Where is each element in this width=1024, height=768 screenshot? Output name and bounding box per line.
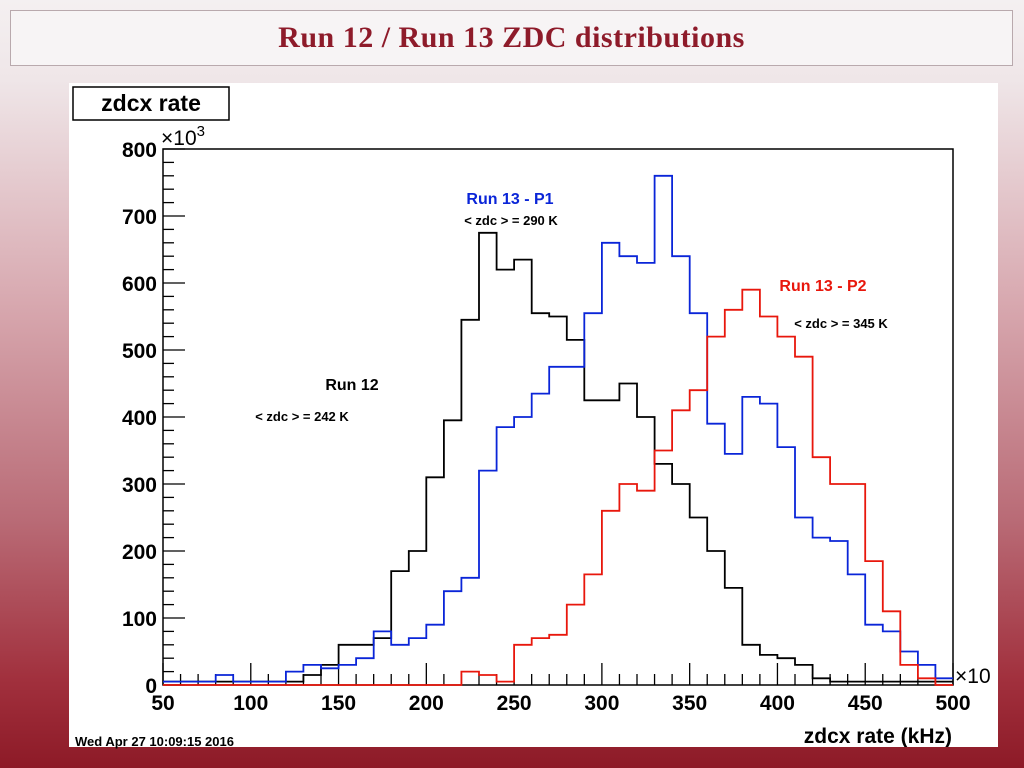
chart-title: zdcx rate bbox=[101, 90, 201, 116]
run13-p1-histogram-line bbox=[163, 174, 953, 683]
y-tick-label: 400 bbox=[122, 407, 157, 430]
slide-title-bar: Run 12 / Run 13 ZDC distributions bbox=[10, 10, 1013, 66]
slide-title: Run 12 / Run 13 ZDC distributions bbox=[278, 21, 745, 54]
y-tick-label: 700 bbox=[122, 206, 157, 229]
run12-histogram-line bbox=[163, 231, 953, 683]
x-tick-label: 150 bbox=[321, 692, 356, 715]
x-tick-label: 200 bbox=[409, 692, 444, 715]
y-tick-label: 0 bbox=[145, 675, 157, 698]
y-tick-label: 800 bbox=[122, 139, 157, 162]
run13-p1-mean: < zdc > = 290 K bbox=[464, 213, 558, 228]
y-multiplier-exp: 3 bbox=[197, 123, 205, 140]
run13-p2-histogram-line bbox=[163, 288, 953, 686]
y-tick-label: 300 bbox=[122, 474, 157, 497]
x-tick-label: 250 bbox=[497, 692, 532, 715]
run13-p2-mean: < zdc > = 345 K bbox=[794, 316, 888, 331]
chart-title-box bbox=[72, 86, 230, 121]
x-axis-label: zdcx rate (kHz) bbox=[804, 725, 952, 747]
y-multiplier-label: ×103 bbox=[161, 123, 205, 150]
zdc-histogram-chart: zdcx rate ×103 0100200300400500600700800… bbox=[72, 86, 991, 747]
y-axis: 0 100 200 300 400 500 600 700 800 bbox=[122, 139, 185, 698]
run13-p2-label: Run 13 - P2 bbox=[779, 278, 866, 295]
x-tick-label: 500 bbox=[935, 692, 970, 715]
run13-p1-label: Run 13 - P1 bbox=[466, 191, 553, 208]
x-tick-label: 300 bbox=[584, 692, 619, 715]
x-tick-label: 450 bbox=[848, 692, 883, 715]
x-axis: 50 100 150 200 250 300 350 400 450 500 bbox=[151, 663, 971, 715]
x-tick-label: 400 bbox=[760, 692, 795, 715]
timestamp: Wed Apr 27 10:09:15 2016 bbox=[75, 734, 234, 749]
y-tick-label: 200 bbox=[122, 541, 157, 564]
y-tick-label: 500 bbox=[122, 340, 157, 363]
y-tick-label: 100 bbox=[122, 608, 157, 631]
run12-mean: < zdc > = 242 K bbox=[255, 409, 349, 424]
y-tick-label: 600 bbox=[122, 273, 157, 296]
x-tick-label: 50 bbox=[151, 692, 174, 715]
x-multiplier-label: ×10 bbox=[955, 665, 991, 688]
y-multiplier-base: ×10 bbox=[161, 127, 197, 150]
run12-label: Run 12 bbox=[325, 377, 378, 394]
x-tick-label: 100 bbox=[233, 692, 268, 715]
chart-canvas: zdcx rate ×103 0 100 200 300 400 500 600 700 800… bbox=[69, 83, 998, 749]
x-tick-label: 350 bbox=[672, 692, 707, 715]
